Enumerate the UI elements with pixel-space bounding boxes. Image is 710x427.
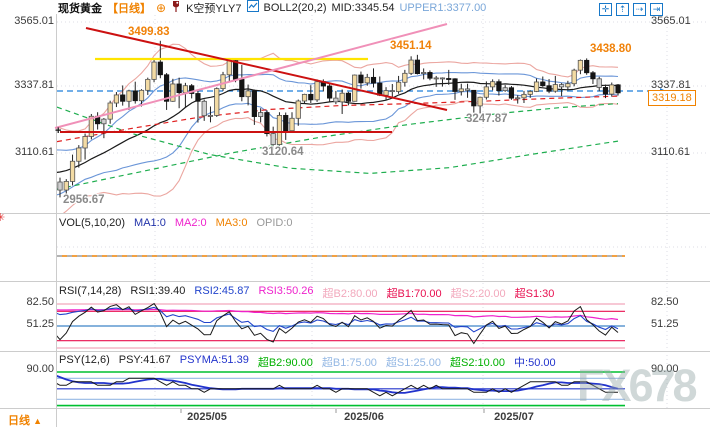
rsi-axis-right-1: 82.50 [651,296,679,308]
boll-mid-line [57,81,619,173]
indicator-name[interactable]: K空预YLY7 [186,2,242,15]
candles [57,40,621,198]
psy-mid: 中:50.00 [514,357,556,369]
chart-header: 现货黄金 【日线】 ⊕ K空预YLY7 BOLL2(20,2) MID:3345… [58,0,487,15]
price-axis-right-2: 3337.81 [651,79,691,91]
psy-overbought1: 超B1:75.00 [321,357,377,369]
rsi1-value: RSI1:39.40 [130,285,186,297]
price-axis-left-3: 3110.61 [15,146,54,158]
rsi-name: RSI(7,14,28) [59,285,122,297]
vol-ma2: MA2:0 [174,217,207,229]
rsi3-value: RSI3:50.26 [258,285,314,297]
green-ma-dashed-b [57,103,619,190]
price-axis-left-1: 3565.01 [14,15,54,27]
x-axis-label-jun: 2025/06 [344,411,384,423]
price-annotation: 2956.67 [63,194,105,206]
vol-name: VOL(5,10,20) [59,217,126,229]
pane-up-icon[interactable]: ⇡ [616,3,629,16]
left-margin-marker-icon: ✳ [0,212,6,224]
psy-line [57,377,618,397]
chart-toolbar: ✛ ⇡ ⇢ ⇥ [599,3,663,16]
crosshair-mark: + [55,125,62,137]
period-corner-button[interactable]: 日线 ▲ [8,412,42,427]
period-corner-label: 日线 [8,415,30,427]
watermark: FX678 [577,360,698,411]
price-annotation: 3120.64 [262,146,304,158]
period-label[interactable]: 【日线】 [107,2,151,15]
symbol-name[interactable]: 现货黄金 [58,2,102,15]
psyma-line [57,375,619,394]
boll-upper-value: UPPER1:3377.00 [399,1,487,14]
red-descending-trendline [85,27,448,111]
price-annotation: 3438.80 [590,43,632,55]
psy-overbought2: 超B2:90.00 [257,357,313,369]
pane-right-icon[interactable]: ⇢ [633,3,646,16]
rsi-axis-left-1: 82.50 [26,296,54,308]
red-ma-dashed [57,95,619,143]
price-axis-right-1: 3565.01 [651,15,691,27]
pin-icon[interactable] [171,0,181,15]
rsi-axis-left-2: 51.25 [26,318,54,330]
psy-axis-left-1: 90.00 [26,363,54,375]
current-price-tag: 3319.18 [648,90,696,106]
price-axis-right-3: 3110.61 [651,146,690,158]
rsi-overbought1: 超B1:70.00 [386,288,442,300]
price-annotation: 3451.14 [390,40,432,52]
crosshair-tool-icon[interactable]: ✛ [599,3,612,16]
x-axis-label-may: 2025/05 [187,411,227,423]
rsi-header[interactable]: RSI(7,14,28) RSI1:39.40 RSI2:45.87 RSI3:… [59,285,554,301]
rsi3-line [57,308,619,321]
psy-value: PSY:41.67 [118,354,171,366]
chart-icon[interactable] [246,0,259,15]
rsi-oversold1: 超S1:30 [514,288,555,300]
rsi1-line [57,302,619,345]
pane-shift-icon[interactable]: ⇥ [650,3,663,16]
period-corner-arrow-icon: ▲ [33,416,42,426]
vol-opid: OPID:0 [256,217,293,229]
boll-upper1-band [57,71,619,151]
psyma-value: PSYMA:51.39 [179,354,249,366]
rsi-oversold2: 超S2:20.00 [450,288,506,300]
psy-axis-right-1: 90.00 [651,363,679,375]
rsi2-value: RSI2:45.87 [194,285,250,297]
vol-ma3: MA3:0 [215,217,248,229]
boll-mid-value: MID:3345.54 [331,1,395,14]
price-annotation: 3247.87 [466,113,508,125]
x-axis-label-jul: 2025/07 [494,411,534,423]
price-annotation: 3499.83 [128,26,170,38]
psy-oversold1: 超S1:25.00 [385,357,441,369]
pink-ascending-trendline [54,23,448,129]
green-ma-dashed-a [57,106,619,175]
vol-header[interactable]: VOL(5,10,20) MA1:0 MA2:0 MA3:0 OPID:0 [59,217,293,229]
rsi2-line [57,306,619,333]
rsi-overbought2: 超B2:80.00 [322,288,378,300]
boll-lower2-band [62,100,619,213]
link-icon[interactable]: ⊕ [156,0,167,15]
psy-header[interactable]: PSY(12,6) PSY:41.67 PSYMA:51.39 超B2:90.0… [59,354,556,370]
psy-oversold2: 超S2:10.00 [449,357,506,369]
vol-ma1: MA1:0 [134,217,166,229]
price-axis-left-2: 3337.81 [14,79,54,91]
boll-label[interactable]: BOLL2(20,2) [263,1,327,14]
rsi-axis-right-2: 51.25 [651,318,679,330]
psy-name: PSY(12,6) [59,354,110,366]
